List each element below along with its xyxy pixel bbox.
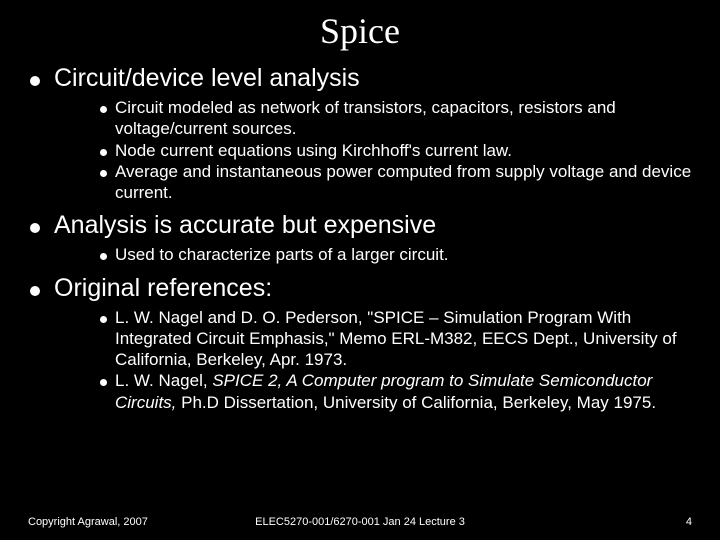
section-analysis-accurate: Analysis is accurate but expensive Used … [30,211,700,265]
bullet-icon [100,170,107,177]
section-heading: Original references: [54,274,272,303]
bullet-icon [100,149,107,156]
section-circuit-analysis: Circuit/device level analysis Circuit mo… [30,64,700,203]
list-item: L. W. Nagel, SPICE 2, A Computer program… [100,370,700,413]
section-references: Original references: L. W. Nagel and D. … [30,274,700,413]
list-item-text: Circuit modeled as network of transistor… [115,97,700,140]
sub-list: L. W. Nagel and D. O. Pederson, "SPICE –… [30,307,700,413]
footer-page-number: 4 [686,516,692,528]
bullet-icon [100,316,107,323]
list-item-text: Average and instantaneous power computed… [115,161,700,204]
list-item-text: L. W. Nagel and D. O. Pederson, "SPICE –… [115,307,700,371]
list-item: Used to characterize parts of a larger c… [100,244,700,265]
list-item: L. W. Nagel and D. O. Pederson, "SPICE –… [100,307,700,371]
sub-list: Used to characterize parts of a larger c… [30,244,700,265]
slide-title: Spice [20,10,700,52]
bullet-icon [100,253,107,260]
main-list: Circuit/device level analysis Circuit mo… [20,64,700,413]
list-item: Average and instantaneous power computed… [100,161,700,204]
list-item: Circuit modeled as network of transistor… [100,97,700,140]
section-heading: Analysis is accurate but expensive [54,211,436,240]
sub-list: Circuit modeled as network of transistor… [30,97,700,203]
bullet-icon [30,286,40,296]
list-item-text: L. W. Nagel, SPICE 2, A Computer program… [115,370,700,413]
list-item-text: Used to characterize parts of a larger c… [115,244,449,265]
section-heading: Circuit/device level analysis [54,64,360,93]
bullet-icon [100,379,107,386]
footer-copyright: Copyright Agrawal, 2007 [28,516,148,528]
bullet-icon [30,223,40,233]
footer-center: ELEC5270-001/6270-001 Jan 24 Lecture 3 [255,516,465,528]
bullet-icon [100,106,107,113]
footer: Copyright Agrawal, 2007 ELEC5270-001/627… [0,516,720,528]
bullet-icon [30,76,40,86]
list-item-text: Node current equations using Kirchhoff's… [115,140,512,161]
list-item: Node current equations using Kirchhoff's… [100,140,700,161]
